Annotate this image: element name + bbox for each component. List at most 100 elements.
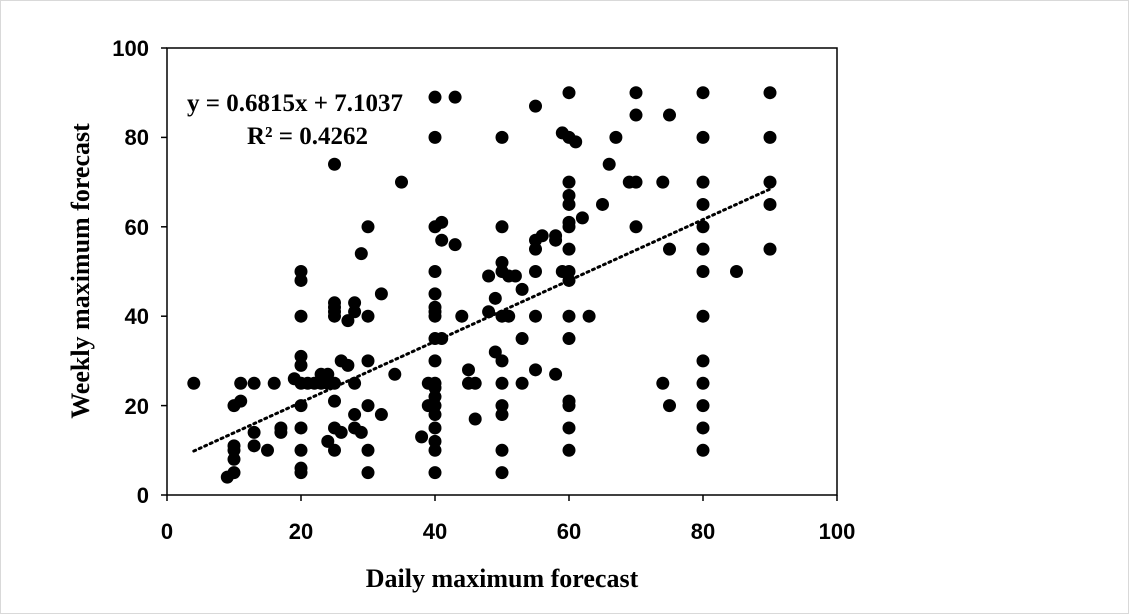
y-tick-label: 20 — [125, 394, 149, 419]
data-point — [341, 358, 355, 372]
data-point — [488, 291, 502, 305]
data-point — [629, 108, 643, 122]
data-point — [448, 90, 462, 104]
data-point — [361, 466, 375, 480]
data-point — [763, 86, 777, 100]
y-axis-title: Weekly maximum forecast — [66, 123, 95, 419]
data-point — [328, 376, 341, 390]
data-point — [428, 421, 442, 435]
data-point — [234, 394, 248, 408]
data-point — [549, 367, 563, 381]
data-point — [529, 99, 542, 113]
data-point — [562, 242, 576, 256]
trendline-group — [192, 187, 772, 453]
x-tick-label: 80 — [691, 519, 715, 544]
data-point — [495, 376, 509, 390]
data-point — [656, 175, 670, 189]
data-point — [395, 175, 408, 189]
data-point — [328, 157, 341, 171]
data-point — [562, 332, 576, 346]
trendline — [192, 187, 772, 453]
data-point — [696, 354, 710, 368]
data-point — [562, 189, 576, 203]
data-point — [629, 175, 643, 189]
data-point — [294, 265, 308, 278]
data-point — [562, 309, 576, 323]
data-point — [428, 466, 442, 480]
data-point — [696, 309, 710, 323]
data-point — [374, 408, 388, 422]
data-point — [562, 273, 576, 287]
data-point — [428, 130, 442, 144]
data-point — [495, 466, 509, 480]
data-point — [294, 273, 308, 287]
data-point — [663, 242, 676, 256]
data-point — [227, 439, 241, 453]
data-point — [361, 354, 375, 368]
data-point — [730, 265, 743, 278]
data-point — [321, 434, 335, 448]
data-point — [495, 220, 509, 234]
data-point — [515, 282, 529, 296]
data-point — [629, 220, 643, 234]
x-tick-label: 0 — [161, 519, 173, 544]
data-point — [495, 408, 509, 422]
data-point — [428, 434, 442, 448]
data-point — [247, 425, 261, 439]
data-point — [462, 363, 475, 377]
data-point — [515, 332, 529, 346]
data-point — [562, 215, 576, 229]
data-point — [696, 421, 710, 435]
data-point — [529, 309, 542, 323]
data-point — [321, 367, 335, 381]
data-point — [247, 376, 261, 390]
data-point — [428, 376, 442, 390]
y-tick-label: 100 — [112, 36, 149, 61]
data-point — [294, 358, 308, 372]
data-point — [495, 256, 509, 270]
data-point — [482, 305, 496, 319]
data-point — [455, 309, 469, 323]
trendline-r-squared: R² = 0.4262 — [247, 123, 368, 150]
data-point — [361, 399, 375, 413]
data-point — [482, 269, 496, 283]
data-point — [562, 421, 576, 435]
data-point — [535, 229, 549, 243]
data-point — [763, 175, 777, 189]
data-point — [696, 86, 710, 100]
data-point — [328, 394, 341, 408]
data-point — [428, 443, 442, 457]
data-point — [696, 130, 710, 144]
data-point — [562, 265, 576, 278]
data-point — [468, 412, 482, 426]
data-point — [388, 367, 402, 381]
y-tick-label: 60 — [125, 215, 149, 240]
data-point — [348, 408, 362, 422]
data-point — [294, 443, 308, 457]
data-point — [294, 349, 308, 363]
data-point — [562, 394, 576, 408]
data-point — [656, 376, 670, 390]
x-tick-label: 20 — [289, 519, 313, 544]
data-point — [502, 309, 516, 323]
data-point — [341, 314, 355, 328]
data-point — [609, 130, 623, 144]
data-point — [602, 157, 616, 171]
data-point — [234, 376, 248, 390]
data-point — [562, 175, 576, 189]
data-point — [428, 399, 442, 413]
data-point — [495, 130, 509, 144]
data-point — [227, 466, 241, 480]
data-point — [562, 86, 576, 100]
data-point — [529, 242, 542, 256]
data-point — [696, 197, 710, 211]
data-point — [294, 461, 308, 475]
y-tick-label: 40 — [125, 304, 149, 329]
data-point — [428, 265, 442, 278]
data-point — [261, 443, 274, 457]
data-point — [428, 390, 442, 404]
data-point — [354, 247, 368, 261]
data-point — [582, 309, 596, 323]
